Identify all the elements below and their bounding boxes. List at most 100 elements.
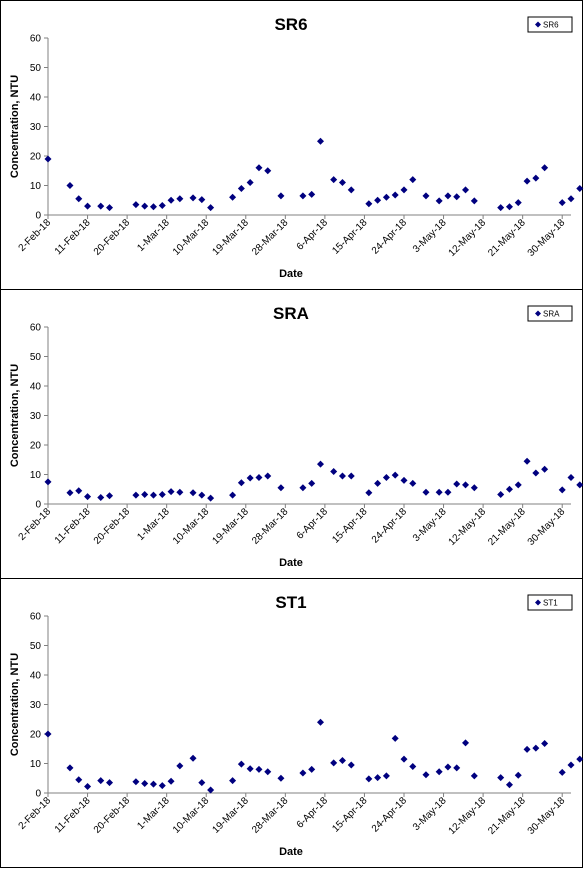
data-point: [149, 203, 157, 211]
data-point: [149, 780, 157, 788]
data-point: [470, 484, 478, 492]
data-point: [435, 488, 443, 496]
data-point: [237, 479, 245, 487]
data-point: [299, 192, 307, 200]
data-point: [229, 193, 237, 201]
data-point: [422, 192, 430, 200]
data-point: [462, 186, 470, 194]
data-point: [453, 764, 461, 772]
data-point: [505, 485, 513, 493]
data-point: [391, 191, 399, 199]
data-point: [198, 779, 206, 787]
data-point: [497, 204, 505, 212]
x-tick-label: 1-Mar-18: [135, 795, 172, 832]
y-axis-label: Concentration, NTU: [9, 653, 21, 756]
x-tick-label: 1-Mar-18: [135, 217, 172, 254]
data-point: [444, 763, 452, 771]
chart-panel-sra: SRA Concentration, NTU Date 0 10 20 30 40 50 60 2-…: [0, 289, 584, 579]
x-tick-label: 24-Apr-18: [370, 795, 410, 835]
data-point: [189, 754, 197, 762]
x-axis-label: Date: [279, 846, 303, 858]
data-point: [330, 468, 338, 476]
data-point: [400, 476, 408, 484]
data-point: [541, 164, 549, 172]
data-point: [374, 479, 382, 487]
legend-marker: [535, 310, 541, 317]
data-point: [229, 777, 237, 785]
y-tick-label: 0: [35, 500, 41, 511]
y-tick-label: 50: [30, 641, 42, 652]
data-point: [189, 194, 197, 202]
x-tick-label: 6-Apr-18: [295, 506, 331, 542]
data-point: [237, 760, 245, 768]
y-tick-label: 0: [35, 789, 41, 800]
data-point: [44, 478, 52, 486]
data-point: [576, 184, 584, 192]
data-point: [158, 782, 166, 790]
y-tick-label: 20: [30, 441, 42, 452]
y-tick-label: 40: [30, 93, 42, 104]
data-point: [576, 755, 584, 763]
data-point: [382, 772, 390, 780]
x-tick-label: 12-May-18: [447, 795, 489, 837]
x-axis-label: Date: [279, 557, 303, 569]
data-point: [255, 473, 263, 481]
y-tick-label: 40: [30, 671, 42, 682]
data-point: [409, 176, 417, 184]
data-point: [44, 730, 52, 738]
data-point: [66, 489, 74, 497]
x-tick-label: 19-Mar-18: [210, 217, 251, 258]
data-point: [207, 786, 215, 794]
y-tick-label: 40: [30, 382, 42, 393]
y-axis-label: Concentration, NTU: [9, 364, 21, 467]
x-tick-label: 15-Apr-18: [330, 795, 370, 835]
x-tick-label: 21-May-18: [486, 506, 528, 548]
data-point: [497, 491, 505, 499]
data-point: [75, 487, 83, 495]
data-point: [347, 186, 355, 194]
data-point: [229, 491, 237, 499]
data-point: [246, 179, 254, 187]
data-point: [532, 174, 540, 182]
data-point: [365, 200, 373, 208]
x-tick-label: 20-Feb-18: [92, 217, 133, 258]
data-point: [308, 479, 316, 487]
data-point: [338, 472, 346, 480]
x-tick-label: 2-Feb-18: [17, 506, 54, 543]
x-tick-label: 2-Feb-18: [17, 795, 54, 832]
data-point: [470, 772, 478, 780]
y-tick-label: 50: [30, 352, 42, 363]
data-point: [237, 184, 245, 192]
data-point: [567, 761, 575, 769]
legend-marker: [535, 599, 541, 606]
legend-marker: [535, 21, 541, 28]
x-tick-label: 28-Mar-18: [250, 795, 291, 836]
x-tick-label: 10-Mar-18: [171, 217, 212, 258]
x-tick-label: 19-Mar-18: [210, 795, 251, 836]
x-tick-label: 6-Apr-18: [295, 217, 331, 253]
data-point: [435, 197, 443, 205]
data-point: [106, 492, 114, 500]
data-point: [246, 765, 254, 773]
y-tick-label: 30: [30, 411, 42, 422]
data-point: [558, 199, 566, 207]
y-tick-label: 10: [30, 181, 42, 192]
data-point: [316, 137, 324, 145]
x-tick-label: 11-Feb-18: [53, 217, 93, 257]
legend-label: SR6: [543, 21, 559, 30]
x-tick-label: 21-May-18: [486, 217, 528, 259]
data-point: [316, 460, 324, 468]
data-point: [330, 759, 338, 767]
data-point: [255, 164, 263, 172]
data-point: [523, 177, 531, 185]
data-point: [514, 481, 522, 489]
data-point: [149, 491, 157, 499]
data-point: [264, 768, 272, 776]
chart-title: SR6: [274, 15, 307, 34]
data-point: [158, 202, 166, 210]
data-point: [347, 472, 355, 480]
data-point: [106, 204, 114, 212]
legend: SR6: [527, 16, 573, 33]
x-tick-label: 20-Feb-18: [92, 506, 133, 547]
x-tick-label: 3-May-18: [411, 795, 449, 833]
